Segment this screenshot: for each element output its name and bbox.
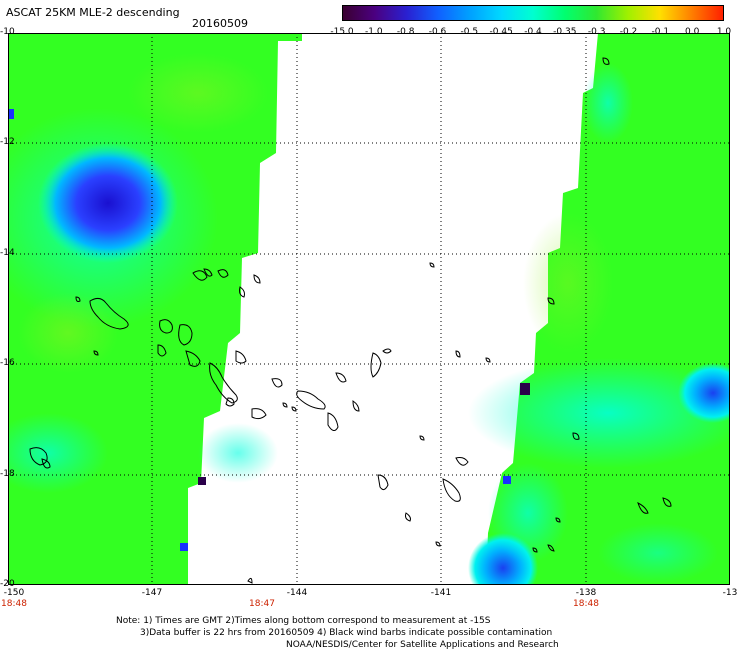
colorbar-tick-label: -0.35: [553, 27, 577, 37]
east-swath: [468, 33, 730, 585]
lon-label: -147: [141, 588, 163, 598]
lat-label: -20: [0, 579, 15, 589]
lat-label: -18: [0, 469, 15, 479]
colorbar-tick-label: -0.2: [619, 27, 638, 37]
colorbar-tick-label: -15.0: [330, 27, 354, 37]
colorbar-tick-label: -0.5: [460, 27, 479, 37]
colorbar-tick-label: -0.1: [651, 27, 670, 37]
colorbar-tick-label: -0.6: [428, 27, 447, 37]
product-title: ASCAT 25KM MLE-2 descending: [6, 6, 180, 19]
colorbar-tick-label: 0.0: [684, 27, 700, 37]
time-label: 18:47: [249, 599, 275, 609]
lon-label: -138: [575, 588, 597, 598]
product-date: 20160509: [192, 17, 248, 30]
island-outlines: [29, 57, 672, 584]
lat-label: -14: [0, 248, 15, 258]
colorbar-tick-label: -0.45: [489, 27, 513, 37]
time-label: 18:48: [1, 599, 27, 609]
lat-label: -12: [0, 137, 15, 147]
lon-label: -144: [286, 588, 308, 598]
time-label: 18:48: [573, 599, 599, 609]
contamination-marks: [8, 109, 530, 551]
mle-map: [8, 33, 730, 585]
colorbar-tick-label: -1.0: [365, 27, 383, 37]
map-panel: [8, 33, 730, 585]
lon-label: -150: [3, 588, 25, 598]
map-frame: [8, 33, 730, 585]
colorbar-tick-label: 1.0: [716, 27, 732, 37]
footer-notes: Note: 1) Times are GMT 2)Times along bot…: [116, 615, 559, 651]
colorbar-tick-label: -0.8: [396, 27, 415, 37]
lon-label: -13: [722, 588, 738, 598]
lat-label: -16: [0, 358, 15, 368]
note-line-2: 3)Data buffer is 22 hrs from 20160509 4)…: [140, 628, 553, 638]
lat-label: -10: [0, 27, 15, 37]
note-line-3: NOAA/NESDIS/Center for Satellite Applica…: [286, 640, 559, 650]
lat-lon-grid: [8, 33, 730, 585]
note-line-1: Note: 1) Times are GMT 2)Times along bot…: [116, 616, 491, 626]
colorbar-labels: -15.0 -1.0 -0.8 -0.6 -0.5 -0.45 -0.4 -0.35 -0.3 -…: [0, 27, 740, 39]
lon-label: -141: [430, 588, 452, 598]
west-swath: [8, 33, 302, 585]
colorbar: [342, 5, 724, 21]
colorbar-tick-label: -0.4: [524, 27, 542, 37]
colorbar-tick-label: -0.3: [587, 27, 606, 37]
